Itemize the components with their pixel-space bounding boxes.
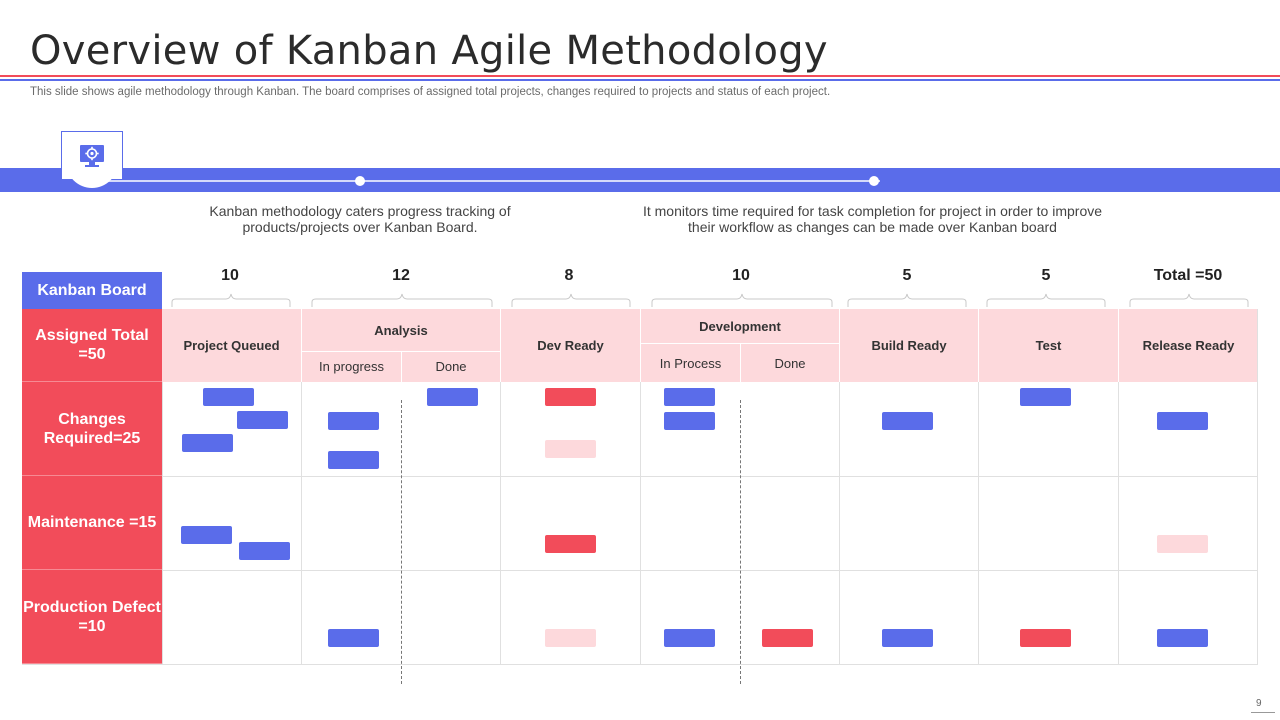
header-divider [641, 343, 839, 344]
col-test: Test [979, 309, 1118, 382]
col-project-queued: Project Queued [162, 309, 301, 382]
task-card [237, 411, 288, 429]
brace-build-ready [847, 293, 967, 307]
count-project-queued: 10 [221, 267, 239, 284]
title-underline-blue [0, 79, 1280, 81]
priority-task-card [545, 388, 596, 406]
row-label-maintenance: Maintenance =15 [22, 476, 162, 570]
task-card [664, 388, 715, 406]
priority-task-card [762, 629, 813, 647]
grid-line [640, 382, 641, 664]
task-card [239, 542, 290, 560]
col-dev-ready: Dev Ready [501, 309, 640, 382]
task-card [182, 434, 233, 452]
header-divider [302, 351, 500, 352]
dashed-divider [401, 400, 402, 684]
count-build-ready: 5 [902, 267, 912, 284]
icon-frame [61, 131, 123, 179]
col-analysis-done: Done [402, 351, 500, 382]
task-card [664, 629, 715, 647]
task-card [427, 388, 478, 406]
grid-line [500, 382, 501, 664]
col-development-done: Done [741, 344, 839, 382]
grid-line [162, 570, 1258, 571]
timeline-line [100, 180, 880, 182]
count-test: 5 [1041, 267, 1051, 284]
note-right: It monitors time required for task compl… [642, 203, 1103, 235]
pending-task-card [545, 629, 596, 647]
brace-test [986, 293, 1106, 307]
col-development-in-process: In Process [641, 344, 740, 382]
task-card [328, 412, 379, 430]
task-card [328, 629, 379, 647]
page-number-underline [1251, 712, 1275, 713]
grid-line [162, 476, 1258, 477]
brace-analysis [311, 293, 493, 307]
slide-title: Overview of Kanban Agile Methodology [30, 28, 828, 74]
count-analysis: 12 [392, 267, 410, 284]
task-card [664, 412, 715, 430]
dashed-divider [740, 400, 741, 684]
brace-project-queued [171, 293, 291, 307]
task-card [1157, 412, 1208, 430]
brace-dev-ready [511, 293, 631, 307]
count-total: Total =50 [1153, 267, 1223, 284]
grid-line [1118, 382, 1119, 664]
task-card [203, 388, 254, 406]
col-release-ready: Release Ready [1119, 309, 1258, 382]
row-label-assigned: Assigned Total =50 [22, 309, 162, 382]
col-development: Development [641, 309, 839, 344]
grid-line [978, 382, 979, 664]
task-card [328, 451, 379, 469]
timeline-dot [869, 176, 879, 186]
brace-release-ready [1129, 293, 1249, 307]
priority-task-card [545, 535, 596, 553]
monitor-gear-icon [80, 144, 104, 167]
row-label-production-defect: Production Defect =10 [22, 570, 162, 664]
title-underline-red [0, 75, 1280, 77]
grid-line [1257, 309, 1258, 664]
brace-development [651, 293, 833, 307]
count-development: 10 [732, 267, 750, 284]
grid-line [301, 382, 302, 664]
grid-line [839, 382, 840, 664]
col-build-ready: Build Ready [840, 309, 978, 382]
col-analysis-in-progress: In progress [302, 351, 401, 382]
task-card [882, 412, 933, 430]
count-dev-ready: 8 [564, 267, 574, 284]
task-card [181, 526, 232, 544]
pending-task-card [1157, 535, 1208, 553]
grid-line [162, 382, 163, 664]
page-number: 9 [1256, 698, 1262, 709]
priority-task-card [1020, 629, 1071, 647]
timeline-dot [355, 176, 365, 186]
grid-line [22, 664, 1258, 665]
col-analysis: Analysis [302, 309, 500, 351]
task-card [882, 629, 933, 647]
kanban-board-label: Kanban Board [22, 272, 162, 309]
pending-task-card [545, 440, 596, 458]
slide-subtitle: This slide shows agile methodology throu… [30, 86, 831, 98]
row-label-changes: Changes Required=25 [22, 382, 162, 476]
note-left: Kanban methodology caters progress track… [209, 203, 511, 235]
task-card [1157, 629, 1208, 647]
task-card [1020, 388, 1071, 406]
